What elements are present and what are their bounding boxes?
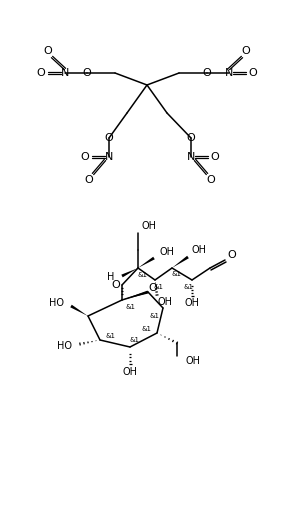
Text: OH: OH — [158, 297, 173, 307]
Text: &1: &1 — [183, 284, 193, 290]
Text: OH: OH — [123, 367, 138, 377]
Text: N: N — [225, 68, 233, 78]
Text: O: O — [228, 250, 236, 260]
Text: OH: OH — [160, 247, 175, 257]
Text: &1: &1 — [129, 337, 139, 343]
Text: N: N — [61, 68, 69, 78]
Text: &1: &1 — [171, 271, 181, 277]
Polygon shape — [172, 256, 189, 268]
Polygon shape — [121, 268, 138, 277]
Text: O: O — [242, 46, 250, 56]
Text: O: O — [211, 152, 219, 162]
Polygon shape — [70, 305, 88, 316]
Text: &1: &1 — [154, 284, 164, 290]
Text: O: O — [187, 133, 196, 143]
Text: OH: OH — [141, 221, 156, 231]
Text: O: O — [112, 280, 120, 290]
Text: O: O — [203, 68, 211, 78]
Text: N: N — [105, 152, 113, 162]
Text: O: O — [44, 46, 52, 56]
Text: HO: HO — [49, 298, 64, 308]
Text: &1: &1 — [150, 313, 160, 319]
Text: OH: OH — [185, 356, 200, 366]
Text: O: O — [81, 152, 89, 162]
Text: &1: &1 — [125, 304, 135, 310]
Text: &1: &1 — [105, 333, 115, 339]
Text: OH: OH — [192, 245, 207, 255]
Text: O: O — [85, 175, 93, 185]
Polygon shape — [138, 256, 155, 268]
Text: O: O — [83, 68, 91, 78]
Text: O: O — [37, 68, 45, 78]
Text: OH: OH — [185, 298, 200, 308]
Text: O: O — [207, 175, 216, 185]
Text: H: H — [107, 272, 114, 282]
Text: O: O — [249, 68, 257, 78]
Text: &1: &1 — [142, 326, 152, 332]
Text: O: O — [149, 283, 157, 293]
Polygon shape — [122, 290, 148, 300]
Text: &1: &1 — [138, 272, 148, 278]
Text: N: N — [187, 152, 195, 162]
Text: O: O — [105, 133, 113, 143]
Text: HO: HO — [57, 341, 72, 351]
